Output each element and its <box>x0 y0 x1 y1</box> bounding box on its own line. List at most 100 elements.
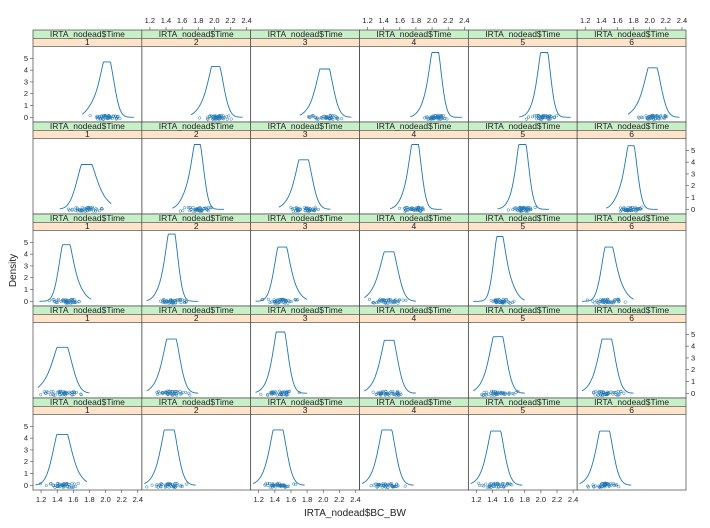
rug-point <box>73 300 77 304</box>
x-tick-label: 2.4 <box>241 16 251 25</box>
density-curve <box>37 346 90 394</box>
rug-point <box>327 116 331 120</box>
rug-point <box>614 483 618 487</box>
rug-point <box>369 484 373 488</box>
rug-point <box>96 117 100 121</box>
rug-point <box>482 390 486 395</box>
rug-point <box>412 207 416 211</box>
rug-point <box>596 393 600 397</box>
strip-level-label: 4 <box>412 37 417 47</box>
strip-variable-band <box>359 214 469 223</box>
rug-point <box>88 114 92 118</box>
strip-variable-label: IRTA_nodead$Time <box>159 305 234 315</box>
rug-point <box>654 114 659 118</box>
rug-point <box>626 209 630 213</box>
rug-point <box>89 207 93 211</box>
x-tick-label: 2.0 <box>318 495 328 504</box>
rug-point <box>103 115 107 119</box>
rug-point <box>52 393 56 397</box>
rug-point <box>51 390 55 394</box>
rug-point <box>372 301 376 305</box>
rug-point <box>163 484 168 488</box>
rug-point <box>633 209 638 213</box>
rug-point <box>427 117 431 121</box>
rug-point <box>489 485 493 489</box>
y-tick-label: 1 <box>691 377 695 386</box>
y-tick-label: 3 <box>691 169 695 178</box>
rug-point <box>219 116 223 120</box>
strip-variable-label: IRTA_nodead$Time <box>376 397 451 407</box>
rug-point <box>272 391 276 395</box>
strip-level-band <box>468 406 578 415</box>
strip-variable-label: IRTA_nodead$Time <box>485 121 560 131</box>
density-curve <box>389 144 442 210</box>
rug-point <box>387 298 391 302</box>
rug-point <box>430 116 434 120</box>
rug-point <box>585 298 590 302</box>
rug-point <box>198 116 202 120</box>
strip-level-label: 6 <box>629 313 634 323</box>
density-curve <box>579 430 632 486</box>
rug-point <box>396 301 400 305</box>
x-tick-label: 1.8 <box>411 16 421 25</box>
rug-point <box>118 116 122 121</box>
rug-point <box>216 115 220 119</box>
y-tick-label: 1 <box>691 193 695 202</box>
strip-variable-label: IRTA_nodead$Time <box>159 213 234 223</box>
y-tick-label: 4 <box>24 434 28 443</box>
density-curve <box>255 246 308 302</box>
x-tick-label: 2.2 <box>225 16 235 25</box>
rug-point <box>506 300 510 304</box>
rug-point <box>172 390 177 394</box>
rug-point <box>506 482 510 486</box>
rug-point <box>516 209 520 213</box>
rug-point <box>279 485 283 489</box>
rug-point <box>502 485 506 489</box>
rug-point <box>637 207 641 211</box>
x-tick-label: 2.2 <box>334 495 344 504</box>
strip-variable-band <box>141 122 251 131</box>
rug-point <box>384 483 388 487</box>
y-tick-label: 4 <box>691 342 695 351</box>
rug-point <box>154 484 159 488</box>
rug-point <box>186 205 190 210</box>
rug-point <box>160 482 164 486</box>
rug-point <box>521 206 525 210</box>
rug-point <box>58 389 62 393</box>
rug-point <box>657 117 661 121</box>
rug-point <box>274 299 278 304</box>
rug-point <box>535 117 539 121</box>
rug-point <box>480 393 484 397</box>
strip-variable-band <box>359 398 469 407</box>
strip-level-label: 6 <box>629 405 634 415</box>
rug-point <box>282 392 286 396</box>
density-curve <box>278 159 331 210</box>
y-tick-label: 2 <box>24 273 28 282</box>
y-tick-label: 0 <box>24 297 28 306</box>
rug-point <box>487 392 491 396</box>
density-curve <box>172 144 225 210</box>
rug-point <box>181 209 185 213</box>
rug-point <box>209 206 213 210</box>
rug-point <box>425 115 429 119</box>
strip-variable-band <box>250 214 360 223</box>
density-curve <box>472 336 525 394</box>
strip-level-band <box>468 314 578 323</box>
strip-level-band <box>250 222 360 231</box>
strip-level-label: 4 <box>412 221 417 231</box>
rug-point <box>115 115 119 119</box>
rug-point <box>504 297 508 301</box>
rug-point <box>193 208 197 212</box>
rug-point <box>500 299 504 304</box>
rug-point <box>507 392 511 396</box>
y-tick-label: 2 <box>691 365 695 374</box>
rug-point <box>72 389 76 393</box>
rug-point <box>623 209 628 213</box>
rug-point <box>548 114 552 118</box>
rug-point <box>497 482 501 486</box>
rug-point <box>51 483 55 487</box>
rug-point <box>630 205 634 210</box>
